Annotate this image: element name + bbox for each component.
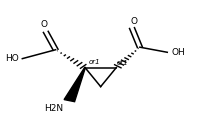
Text: or1: or1 [116,60,128,66]
Text: or1: or1 [89,59,101,65]
Text: H2N: H2N [44,104,63,113]
Polygon shape [64,67,85,102]
Text: OH: OH [171,48,185,57]
Text: O: O [40,20,47,29]
Text: HO: HO [5,54,18,63]
Text: O: O [130,17,137,26]
